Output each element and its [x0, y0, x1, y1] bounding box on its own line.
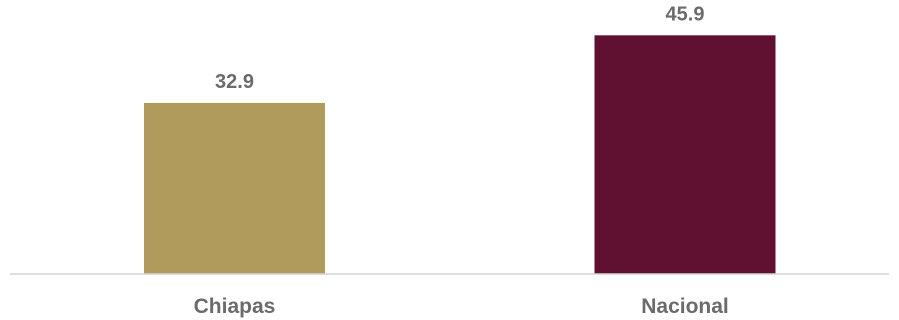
- bar-chiapas: [144, 102, 325, 274]
- category-label-chiapas: Chiapas: [194, 295, 276, 318]
- value-label-nacional: 45.9: [666, 3, 705, 25]
- value-label-chiapas: 32.9: [215, 71, 254, 93]
- category-label-nacional: Nacional: [641, 295, 729, 318]
- category-labels-group: Chiapas Nacional: [194, 295, 729, 318]
- value-labels-group: 32.9 45.9: [215, 3, 704, 93]
- bar-nacional: [594, 35, 776, 274]
- bars-group: [144, 35, 776, 274]
